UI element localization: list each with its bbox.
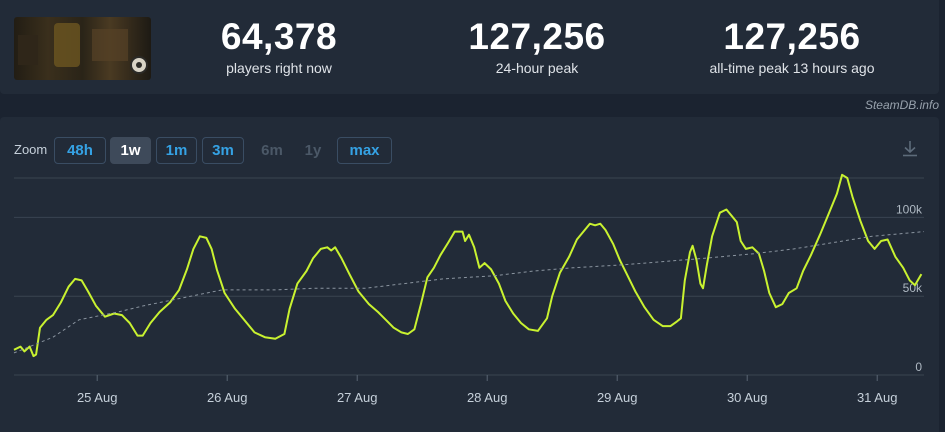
thumbnail-light [92, 29, 128, 61]
chart-panel [0, 117, 939, 432]
download-icon[interactable] [900, 139, 920, 159]
game-emblem-icon [130, 56, 148, 74]
zoom-6m-button: 6m [261, 142, 283, 159]
x-tick-label: 31 Aug [857, 390, 898, 405]
game-thumbnail[interactable] [14, 17, 151, 80]
stats-panel: 64,378 players right now 127,256 24-hour… [0, 0, 939, 94]
chart-series [13, 173, 925, 358]
players-now-value: 64,378 [220, 16, 338, 57]
zoom-3m-button[interactable]: 3m [202, 137, 244, 164]
zoom-1m-button[interactable]: 1m [156, 137, 197, 164]
y-tick-label: 50k [903, 281, 923, 295]
players-now-stat: 64,378 players right now [199, 17, 359, 77]
peak-24h-stat: 127,256 24-hour peak [457, 17, 617, 77]
all-time-peak-label: all-time peak 13 hours ago [709, 60, 875, 76]
x-tick-label: 25 Aug [77, 390, 118, 405]
trend-line [13, 231, 925, 354]
players-now-label: players right now [226, 60, 332, 76]
thumbnail-shadow [18, 35, 38, 65]
player-count-chart[interactable]: 0 50k 100k 25 Aug 26 Aug 27 Aug 28 Aug 29 Aug 3… [0, 170, 945, 432]
y-tick-label: 100k [896, 202, 923, 216]
y-tick-label: 0 [915, 360, 922, 374]
steamdb-credit-link[interactable]: SteamDB.info [864, 98, 939, 112]
all-time-peak-stat: 127,256 all-time peak 13 hours ago [692, 17, 892, 77]
x-tick-label: 30 Aug [727, 390, 768, 405]
x-tick-label: 28 Aug [467, 390, 508, 405]
peak-24h-value: 127,256 [468, 16, 606, 57]
y-axis-ticks: 0 50k 100k [896, 202, 923, 374]
zoom-1y-button: 1y [304, 142, 322, 159]
chart-grid [14, 177, 924, 376]
zoom-max-button[interactable]: max [337, 137, 392, 164]
players-line[interactable] [13, 173, 923, 358]
x-tick-label: 29 Aug [597, 390, 638, 405]
zoom-label: Zoom [14, 142, 48, 157]
zoom-48h-button[interactable]: 48h [54, 137, 106, 164]
peak-24h-label: 24-hour peak [495, 60, 579, 76]
all-time-peak-value: 127,256 [723, 16, 861, 57]
zoom-1w-button[interactable]: 1w [110, 137, 151, 164]
x-tick-label: 26 Aug [207, 390, 248, 405]
x-tick-label: 27 Aug [337, 390, 378, 405]
thumbnail-figure [54, 23, 80, 67]
x-axis-ticks: 25 Aug 26 Aug 27 Aug 28 Aug 29 Aug 30 Aug 31 A… [77, 375, 898, 405]
